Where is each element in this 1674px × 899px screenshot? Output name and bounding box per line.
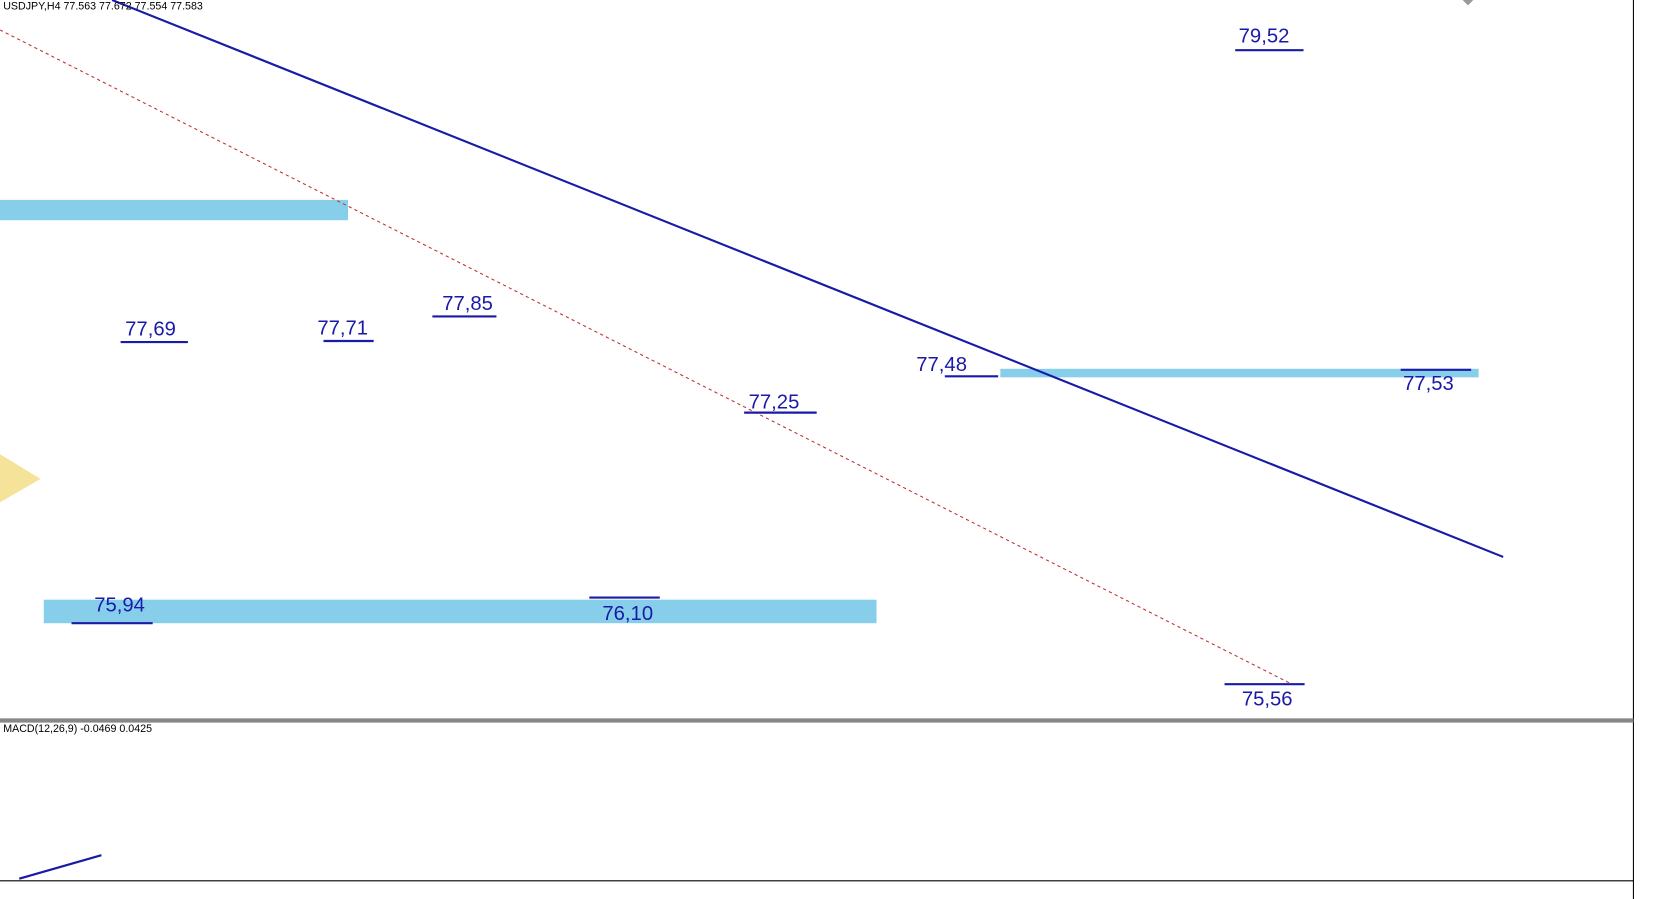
scroll-marker — [1462, 0, 1474, 6]
panel-separator — [0, 718, 1634, 723]
annotation: 76,10 — [602, 603, 653, 625]
drawn-lines — [0, 0, 1504, 880]
annotation: 75,94 — [94, 594, 145, 616]
macd-trend-line — [18, 854, 102, 880]
trend-line — [111, 0, 1504, 558]
chart-header: USDJPY,H4 77.563 77.672 77.554 77.583 — [3, 1, 203, 13]
zone — [1000, 368, 1479, 378]
channel-line — [0, 29, 1293, 685]
zone — [0, 199, 349, 221]
annotation: 77,53 — [1403, 373, 1454, 395]
macd-label: MACD(12,26,9) -0.0469 0.0425 — [3, 723, 152, 735]
annotation: 77,25 — [749, 391, 800, 413]
annotation: 77,71 — [317, 318, 368, 340]
annotation: 75,56 — [1242, 689, 1293, 711]
zone — [43, 599, 877, 624]
annotation: 79,52 — [1239, 26, 1290, 48]
annotation: 77,69 — [125, 319, 176, 341]
frame — [0, 0, 1634, 899]
annotations: 77,69 77,71 77,85 77,25 77,48 79,52 75,9… — [71, 26, 1472, 711]
marker — [0, 454, 41, 503]
annotation: 77,85 — [442, 293, 493, 315]
annotation: 77,48 — [916, 354, 967, 376]
